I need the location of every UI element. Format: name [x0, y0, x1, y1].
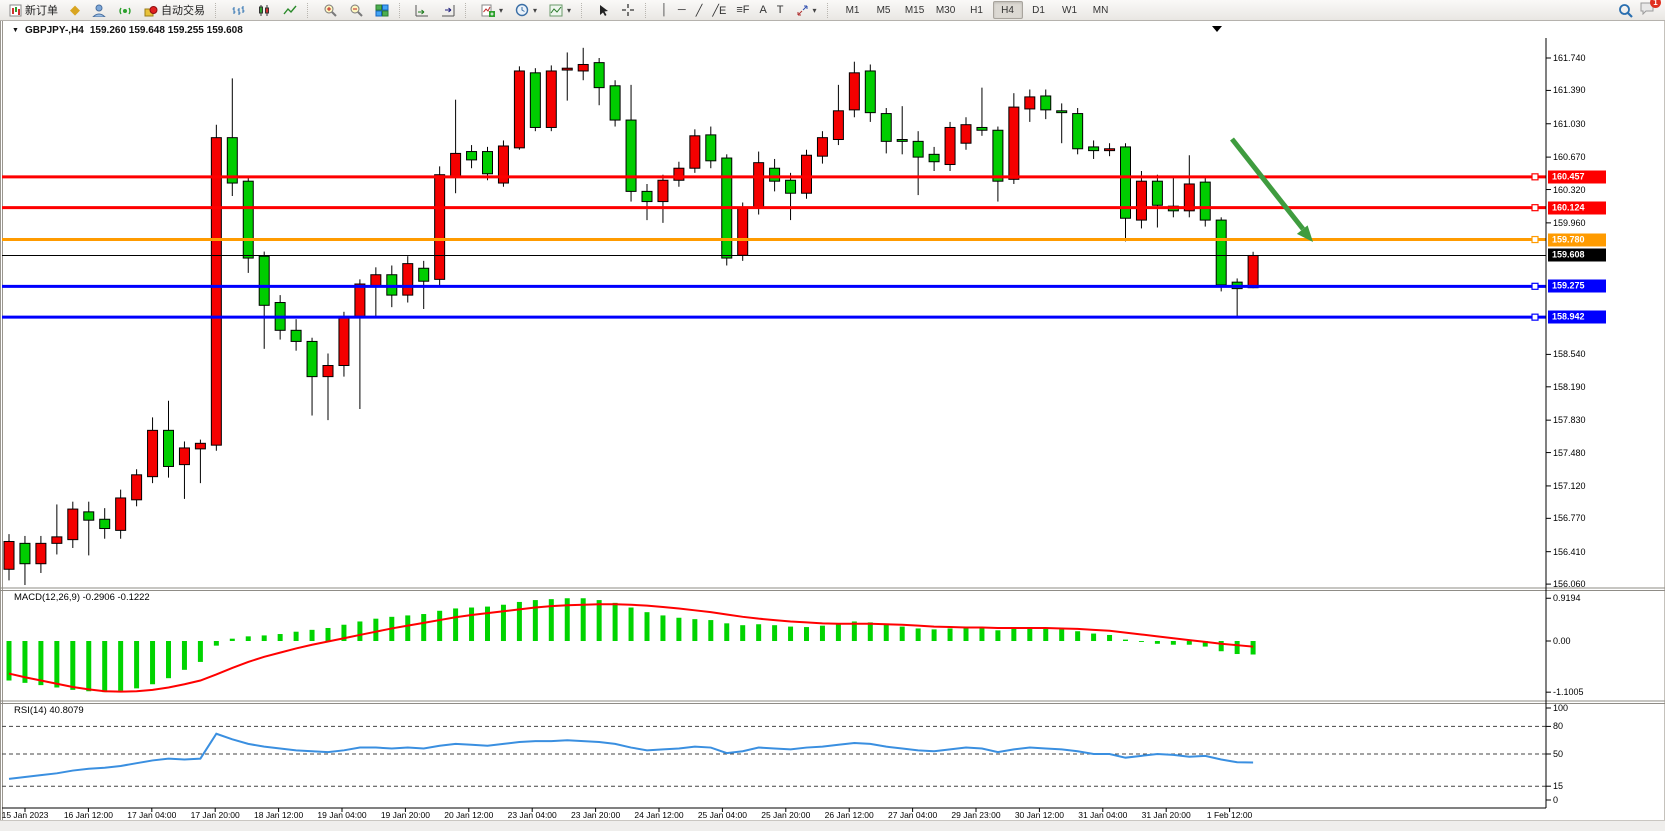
- arrows-icon: [797, 5, 808, 15]
- indicators-button[interactable]: ▾: [476, 1, 508, 20]
- line-chart-button[interactable]: [278, 1, 302, 20]
- horizontal-line-tool-button[interactable]: ─: [673, 1, 691, 20]
- toolbar-separator: [215, 2, 221, 18]
- candlestick-chart-icon: [259, 4, 269, 16]
- timeframe-mn-button[interactable]: MN: [1092, 4, 1109, 16]
- auto-trading-label: 自动交易: [161, 5, 205, 17]
- auto-trading-icon: [144, 5, 158, 16]
- templates-button[interactable]: ▾: [544, 1, 576, 20]
- timeframe-h1-button[interactable]: H1: [970, 4, 983, 16]
- toolbar-separator: [399, 2, 405, 18]
- equidistant-channel-tool-icon: ╱E: [712, 4, 727, 17]
- macd-values: -0.2906 -0.1222: [82, 592, 150, 603]
- cursor-icon: [600, 4, 609, 16]
- new-order-label: 新订单: [25, 5, 58, 17]
- trendline-tool-icon: ╱: [695, 4, 703, 17]
- new-order-button[interactable]: 新订单: [4, 1, 63, 20]
- chart-shift-button[interactable]: [436, 1, 460, 20]
- rsi-value: 40.8079: [49, 705, 84, 716]
- symbol-timeframe-label: GBPJPY-,H4: [24, 25, 84, 36]
- profile-button[interactable]: [87, 1, 111, 20]
- vertical-line-tool-icon: │: [661, 4, 668, 16]
- chart-title: ▼ GBPJPY-,H4 159.260 159.648 159.255 159…: [12, 25, 243, 36]
- collapse-triangle-icon[interactable]: ▼: [12, 27, 19, 34]
- toolbar-separator: [307, 2, 313, 18]
- metaeditor-button[interactable]: ◆: [65, 1, 85, 20]
- indicators-icon: [481, 4, 495, 17]
- status-bar: [0, 820, 1665, 831]
- auto-scroll-button[interactable]: [410, 1, 434, 20]
- line-chart-icon: [283, 5, 297, 14]
- gold-diamond-icon: ◆: [70, 2, 80, 17]
- equidistant-channel-tool-button[interactable]: ╱E: [707, 1, 731, 20]
- dropdown-caret-icon: ▾: [499, 5, 504, 15]
- ohlc-values: 159.260 159.648 159.255 159.608: [89, 25, 243, 36]
- crosshair-button[interactable]: [616, 1, 640, 20]
- timeframe-group: M1 M5 M15 M30 H1 H4 D1 W1 MN: [838, 1, 1116, 19]
- bar-chart-button[interactable]: [226, 1, 250, 20]
- dropdown-caret-icon: ▾: [567, 5, 572, 15]
- text-label-tool-button[interactable]: T: [772, 1, 789, 20]
- chart-window[interactable]: [0, 21, 1665, 820]
- signals-icon: [119, 7, 131, 14]
- toolbar-separator: [645, 2, 651, 18]
- bar-chart-icon: [232, 5, 245, 15]
- tile-windows-button[interactable]: [370, 1, 394, 20]
- candlestick-chart-button[interactable]: [252, 1, 276, 20]
- rsi-label: RSI(14) 40.8079: [14, 705, 84, 716]
- zoom-in-button[interactable]: [318, 1, 342, 20]
- auto-scroll-icon: [415, 4, 428, 16]
- notification-badge: 1: [1650, 0, 1661, 8]
- toolbar-separator: [826, 2, 833, 18]
- fibonacci-tool-button[interactable]: ≡F: [731, 1, 754, 20]
- crosshair-icon: [622, 4, 635, 16]
- profile-icon: [92, 4, 106, 17]
- main-toolbar: 新订单 ◆ 自动交易 ▾ ▾ ▾ │ ─ ╱ ╱E ≡F A T ▾: [0, 0, 1665, 21]
- horizontal-line-tool-icon: ─: [677, 4, 686, 16]
- zoom-in-icon: [324, 4, 337, 17]
- templates-icon: [549, 4, 563, 16]
- timeframe-d1-button[interactable]: D1: [1032, 4, 1045, 16]
- new-order-icon: [9, 4, 22, 16]
- vertical-line-tool-button[interactable]: │: [656, 1, 673, 20]
- zoom-out-icon: [350, 4, 363, 17]
- timeframe-m5-button[interactable]: M5: [876, 4, 891, 16]
- text-tool-icon: A: [759, 4, 767, 16]
- text-label-tool-icon: T: [776, 4, 784, 16]
- timeframe-w1-button[interactable]: W1: [1062, 4, 1078, 16]
- toolbar-separator: [581, 2, 587, 18]
- search-icon[interactable]: [1618, 3, 1633, 18]
- timeframe-m15-button[interactable]: M15: [904, 4, 925, 16]
- toolbar-right: 1: [1618, 0, 1661, 20]
- text-tool-button[interactable]: A: [754, 1, 771, 20]
- dropdown-caret-icon: ▾: [533, 5, 538, 15]
- clock-icon: [515, 3, 529, 17]
- timeframe-h4-button[interactable]: H4: [992, 1, 1023, 19]
- tile-windows-icon: [375, 4, 389, 16]
- macd-label: MACD(12,26,9) -0.2906 -0.1222: [14, 592, 150, 603]
- trendline-tool-button[interactable]: ╱: [691, 1, 708, 20]
- chart-shift-icon: [442, 4, 455, 16]
- periods-button[interactable]: ▾: [510, 1, 542, 20]
- dropdown-caret-icon: ▾: [812, 5, 817, 15]
- toolbar-separator: [465, 2, 471, 18]
- notifications-button[interactable]: 1: [1639, 0, 1661, 20]
- signals-button[interactable]: [113, 1, 137, 20]
- timeframe-m30-button[interactable]: M30: [935, 4, 956, 16]
- zoom-out-button[interactable]: [344, 1, 368, 20]
- timeframe-m1-button[interactable]: M1: [845, 4, 860, 16]
- cursor-button[interactable]: [592, 1, 614, 20]
- fibonacci-tool-icon: ≡F: [736, 4, 750, 16]
- shapes-button[interactable]: ▾: [791, 1, 822, 20]
- drawing-tools-group: │ ─ ╱ ╱E ≡F A T: [656, 1, 788, 20]
- auto-trading-button[interactable]: 自动交易: [139, 1, 210, 20]
